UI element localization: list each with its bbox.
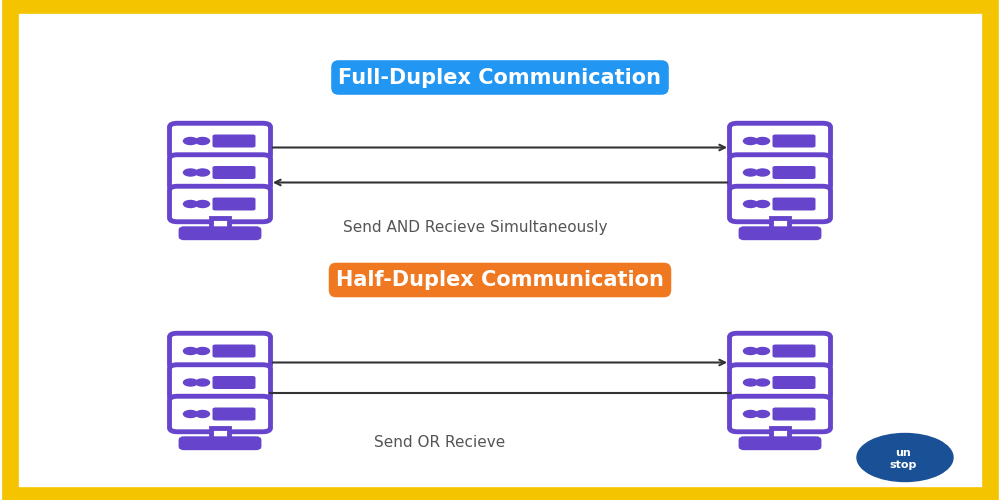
- Text: Send AND Recieve Simultaneously: Send AND Recieve Simultaneously: [343, 220, 607, 235]
- Circle shape: [184, 138, 198, 144]
- Circle shape: [195, 200, 209, 207]
- FancyBboxPatch shape: [181, 439, 259, 448]
- FancyBboxPatch shape: [212, 344, 256, 358]
- Circle shape: [184, 379, 198, 386]
- FancyBboxPatch shape: [741, 229, 819, 238]
- FancyBboxPatch shape: [773, 408, 816, 420]
- FancyBboxPatch shape: [741, 439, 819, 448]
- FancyBboxPatch shape: [730, 333, 830, 369]
- Circle shape: [195, 169, 209, 176]
- FancyBboxPatch shape: [169, 186, 270, 222]
- Text: stop: stop: [889, 460, 917, 470]
- Circle shape: [744, 138, 758, 144]
- Circle shape: [857, 434, 953, 482]
- FancyBboxPatch shape: [212, 198, 256, 210]
- FancyBboxPatch shape: [730, 365, 830, 400]
- FancyBboxPatch shape: [211, 218, 229, 230]
- Text: Half-Duplex Communication: Half-Duplex Communication: [336, 270, 664, 290]
- FancyBboxPatch shape: [211, 428, 229, 440]
- Circle shape: [756, 169, 770, 176]
- FancyBboxPatch shape: [730, 123, 830, 159]
- FancyBboxPatch shape: [730, 186, 830, 222]
- Circle shape: [744, 410, 758, 418]
- FancyBboxPatch shape: [773, 198, 816, 210]
- FancyBboxPatch shape: [169, 154, 270, 190]
- FancyBboxPatch shape: [212, 134, 256, 147]
- FancyBboxPatch shape: [169, 396, 270, 432]
- FancyBboxPatch shape: [771, 428, 789, 440]
- FancyBboxPatch shape: [169, 365, 270, 400]
- FancyBboxPatch shape: [773, 134, 816, 147]
- Circle shape: [184, 169, 198, 176]
- FancyBboxPatch shape: [771, 218, 789, 230]
- FancyBboxPatch shape: [212, 376, 256, 389]
- FancyBboxPatch shape: [773, 166, 816, 179]
- FancyBboxPatch shape: [730, 154, 830, 190]
- Circle shape: [195, 348, 209, 354]
- Circle shape: [184, 410, 198, 418]
- Circle shape: [184, 200, 198, 207]
- FancyBboxPatch shape: [212, 408, 256, 420]
- Circle shape: [756, 138, 770, 144]
- FancyBboxPatch shape: [169, 333, 270, 369]
- Circle shape: [195, 410, 209, 418]
- Text: Send OR Recieve: Send OR Recieve: [374, 435, 506, 450]
- Circle shape: [756, 200, 770, 207]
- FancyBboxPatch shape: [212, 166, 256, 179]
- Text: Full-Duplex Communication: Full-Duplex Communication: [338, 68, 662, 87]
- FancyBboxPatch shape: [181, 229, 259, 238]
- Circle shape: [195, 138, 209, 144]
- Circle shape: [195, 379, 209, 386]
- Circle shape: [756, 348, 770, 354]
- Circle shape: [744, 200, 758, 207]
- FancyBboxPatch shape: [773, 344, 816, 358]
- FancyBboxPatch shape: [773, 376, 816, 389]
- FancyBboxPatch shape: [730, 396, 830, 432]
- Circle shape: [756, 379, 770, 386]
- Circle shape: [744, 169, 758, 176]
- Text: un: un: [895, 448, 911, 458]
- Circle shape: [744, 379, 758, 386]
- Circle shape: [744, 348, 758, 354]
- FancyBboxPatch shape: [169, 123, 270, 159]
- Circle shape: [756, 410, 770, 418]
- Circle shape: [184, 348, 198, 354]
